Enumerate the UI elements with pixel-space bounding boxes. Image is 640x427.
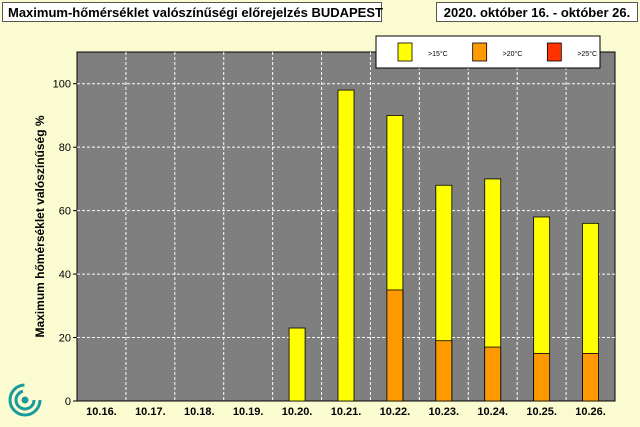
x-tick-label: 10.19. [233,406,264,418]
x-tick-label: 10.20. [282,406,313,418]
x-tick-label: 10.24. [477,406,508,418]
legend-swatch [546,42,562,62]
x-tick-label: 10.23. [429,406,460,418]
y-tick-label: 100 [53,79,71,91]
x-tick-label: 10.22. [380,406,411,418]
legend-swatch [472,42,488,62]
met-service-logo-icon [8,383,42,417]
y-tick-label: 80 [59,142,71,154]
legend-label: >20°C [503,50,523,58]
legend-box [375,35,601,69]
legend-swatch [397,42,413,62]
x-tick-label: 10.18. [184,406,215,418]
x-tick-label: 10.17. [135,406,166,418]
bar-gt20 [435,340,453,402]
legend-label: >25°C [577,50,597,58]
chart-title: Maximum-hőmérséklet valószínűségi előrej… [2,2,383,22]
y-tick-label: 0 [65,396,71,408]
x-tick-label: 10.26. [575,406,606,418]
date-range: 2020. október 16. - október 26. [436,2,638,22]
bar-gt20 [484,346,502,402]
x-tick-label: 10.21. [331,406,362,418]
x-tick-label: 10.16. [86,406,117,418]
bar-gt15 [337,89,355,402]
bar-gt20 [533,353,551,402]
y-tick-label: 60 [59,206,71,218]
legend-label: >15°C [428,50,448,58]
x-tick-label: 10.25. [526,406,557,418]
bar-gt20 [582,353,599,402]
y-tick-label: 20 [59,333,71,345]
bar-gt20 [386,289,404,402]
y-axis-label: Maximum hőmérséklet valószínűség % [33,115,47,337]
bar-gt15 [288,327,306,402]
y-tick-label: 40 [59,269,71,281]
